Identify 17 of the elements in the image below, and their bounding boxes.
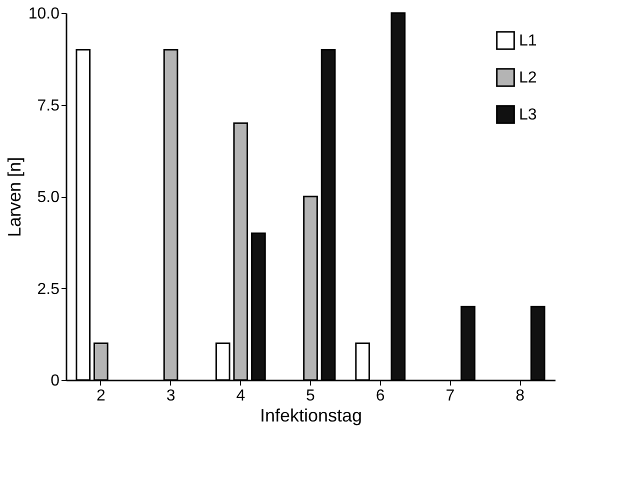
y-tick-label: 10.0 xyxy=(28,6,60,22)
legend-label: L1 xyxy=(519,32,537,50)
x-tick-label: 6 xyxy=(376,388,385,404)
x-tick-label: 8 xyxy=(516,388,525,404)
y-axis-title: Larven [n] xyxy=(4,156,24,238)
legend-label: L2 xyxy=(519,70,537,86)
legend-label: L3 xyxy=(519,106,537,124)
x-tick-label: 2 xyxy=(96,388,106,404)
y-tick-label: 0 xyxy=(50,372,60,390)
x-axis-title: Infektionstag xyxy=(260,406,362,426)
x-tick-label: 3 xyxy=(166,388,176,404)
y-tick-label: 2.5 xyxy=(37,280,60,298)
y-tick-label: 5.0 xyxy=(37,189,60,206)
y-tick-label: 7.5 xyxy=(37,97,60,114)
x-tick-label: 5 xyxy=(306,388,316,404)
x-tick-label: 4 xyxy=(236,388,246,404)
x-tick-label: 7 xyxy=(446,388,455,404)
